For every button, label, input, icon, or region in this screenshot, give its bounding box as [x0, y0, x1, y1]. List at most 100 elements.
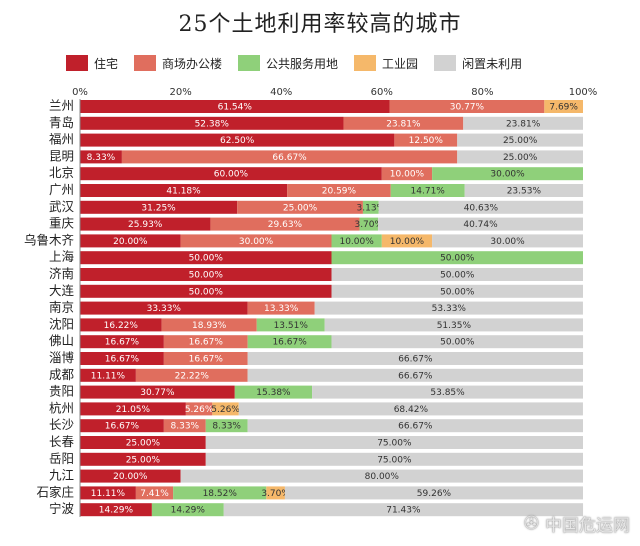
data-label: 30.00%: [239, 237, 274, 247]
category-label: 杭州: [49, 400, 74, 415]
x-tick-label: 100%: [569, 87, 598, 98]
category-label: 岳阳: [49, 451, 74, 466]
category-label: 上海: [49, 249, 75, 264]
legend-swatch: [66, 55, 88, 71]
wechat-icon: ✇: [523, 513, 539, 534]
data-label: 3.70%: [354, 220, 383, 230]
legend-item: 闲置未利用: [434, 55, 522, 72]
data-label: 80.00%: [365, 472, 400, 482]
data-label: 13.51%: [274, 321, 309, 331]
bar-segment: [80, 284, 332, 298]
bar-segment: [223, 503, 584, 517]
data-label: 60.00%: [214, 170, 249, 180]
category-label: 福州: [49, 132, 74, 147]
bar-segment: [238, 402, 583, 416]
bar-segment: [161, 318, 257, 332]
data-label: 20.00%: [113, 237, 148, 247]
data-label: 59.26%: [417, 489, 452, 499]
data-label: 30.00%: [490, 170, 525, 180]
bar-segment: [180, 234, 332, 248]
data-label: 5.26%: [211, 405, 240, 415]
data-label: 16.67%: [105, 338, 140, 348]
legend-swatch: [134, 55, 157, 71]
data-label: 16.22%: [104, 321, 139, 331]
bar-segment: [135, 368, 248, 382]
bar-segment: [121, 150, 458, 164]
bar-segment: [331, 284, 583, 298]
data-label: 61.54%: [218, 103, 253, 113]
bar-segment: [80, 503, 152, 517]
data-label: 10.00%: [390, 170, 425, 180]
data-label: 50.00%: [189, 287, 224, 297]
legend-item: 住宅: [66, 55, 118, 72]
data-label: 25.00%: [503, 136, 538, 146]
data-label: 15.38%: [256, 388, 291, 398]
bar-segment: [432, 167, 583, 181]
bar-segment: [314, 301, 583, 315]
category-label: 昆明: [49, 148, 74, 163]
category-label: 九江: [49, 468, 74, 483]
category-label: 重庆: [49, 216, 75, 231]
data-label: 53.33%: [432, 304, 467, 314]
data-label: 41.18%: [166, 187, 201, 197]
category-label: 成都: [49, 367, 75, 382]
data-label: 13.33%: [264, 304, 299, 314]
data-label: 25.00%: [126, 455, 161, 465]
bar-segment: [362, 200, 379, 214]
legend: 住宅 商场办公楼 公共服务用地 工业园 闲置未利用: [66, 52, 522, 74]
data-label: 25.00%: [503, 153, 538, 163]
category-label: 沈阳: [49, 316, 74, 331]
data-label: 50.00%: [440, 287, 475, 297]
category-label: 广州: [49, 182, 74, 197]
data-label: 8.33%: [87, 153, 116, 163]
data-label: 16.67%: [105, 355, 140, 365]
bar-segment: [151, 503, 224, 517]
x-tick-label: 20%: [169, 87, 191, 98]
bar-segment: [80, 368, 136, 382]
data-label: 25.93%: [128, 220, 163, 230]
data-label: 16.67%: [189, 355, 224, 365]
bar-segment: [180, 469, 583, 483]
bar-segment: [247, 335, 332, 349]
bar-segment: [331, 234, 382, 248]
data-label: 8.33%: [212, 422, 241, 432]
bar-segment: [331, 335, 584, 349]
data-label: 66.67%: [398, 355, 433, 365]
bar-segment: [312, 385, 583, 399]
legend-item: 工业园: [354, 55, 418, 72]
data-label: 14.29%: [171, 506, 206, 516]
data-label: 10.00%: [339, 237, 374, 247]
bar-segment: [80, 452, 206, 466]
x-tick-label: 60%: [371, 87, 393, 98]
legend-swatch: [238, 55, 261, 71]
bar-segment: [163, 419, 206, 433]
bar-segment: [80, 419, 164, 433]
bar-segment: [135, 486, 174, 500]
bar-segment: [80, 116, 344, 130]
data-label: 40.74%: [463, 220, 498, 230]
bar-segment: [432, 234, 583, 248]
bar-segment: [247, 419, 583, 433]
bar-segment: [381, 167, 433, 181]
data-label: 50.00%: [189, 271, 224, 281]
data-label: 16.67%: [105, 422, 140, 432]
bar-segment: [463, 116, 583, 130]
bar-segment: [378, 200, 584, 214]
category-label: 长沙: [49, 417, 75, 432]
bar-segment: [185, 402, 213, 416]
bar-segment: [80, 184, 288, 197]
chart-title: 25个土地利用率较高的城市: [178, 12, 462, 37]
data-label: 3.13%: [357, 203, 386, 213]
data-label: 5.26%: [185, 405, 214, 415]
data-label: 66.67%: [272, 153, 307, 163]
bar-segment: [205, 419, 248, 433]
bar-segment: [173, 486, 267, 500]
legend-item: 公共服务用地: [238, 55, 338, 72]
data-label: 10.00%: [390, 237, 425, 247]
bar-segment: [212, 402, 239, 416]
category-label: 北京: [49, 165, 74, 180]
data-label: 31.25%: [141, 203, 176, 213]
bar-segment: [80, 469, 181, 483]
legend-label: 公共服务用地: [266, 56, 339, 71]
